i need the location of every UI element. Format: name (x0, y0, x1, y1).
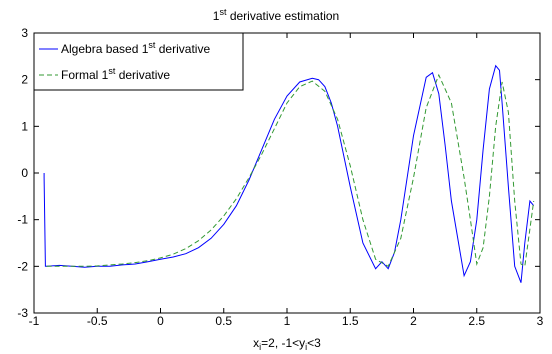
chart-title-pre: 1 (213, 9, 220, 23)
x-tick-label: 1.5 (342, 314, 359, 328)
x-axis-label-a-sub: i (259, 342, 261, 352)
series-line-algebra (43, 64, 535, 283)
x-tick-label: 0.5 (215, 314, 232, 328)
x-tick-label: 3 (537, 314, 544, 328)
legend-label-formal-post: derivative (115, 68, 170, 82)
x-tick-label: -0.5 (87, 314, 108, 328)
x-axis-label-c: <3 (307, 336, 321, 350)
legend-label-algebra-post: derivative (155, 42, 210, 56)
y-tick-label: 0 (21, 166, 28, 180)
chart-title-sup: st (219, 7, 227, 17)
legend: Algebra based 1st derivative Formal 1st … (33, 32, 244, 91)
chart-title-rest: derivative estimation (226, 9, 339, 23)
x-axis-label: xi=2, -1<yi<3 (253, 336, 321, 352)
chart-title: 1st derivative estimation (213, 7, 339, 23)
y-tick-label: 1 (21, 119, 28, 133)
y-tick-label: -2 (17, 259, 28, 273)
legend-label-algebra-sup: st (148, 40, 156, 50)
legend-box (33, 32, 244, 91)
series-line-formal (46, 73, 535, 268)
x-axis-label-a: x (253, 336, 259, 350)
legend-label-formal-pre: Formal 1 (61, 68, 109, 82)
x-axis-label-b: =2, -1<y (261, 336, 305, 350)
y-tick-label: -3 (17, 306, 28, 320)
x-axis-label-b-sub: i (305, 342, 307, 352)
series-layer (43, 64, 535, 283)
x-tick-label: 2 (410, 314, 417, 328)
ticks-layer: -1 -0.5 0 0.5 1 1.5 2 2.5 3 -3 -2 -1 0 1 2 3 (17, 26, 543, 328)
x-tick-label: 2.5 (468, 314, 485, 328)
y-tick-label: 3 (21, 26, 28, 40)
legend-label-algebra-pre: Algebra based 1 (61, 42, 149, 56)
y-tick-label: 2 (21, 73, 28, 87)
x-tick-label: 0 (157, 314, 164, 328)
legend-label-formal-sup: st (108, 66, 116, 76)
y-tick-label: -1 (17, 213, 28, 227)
legend-label-formal: Formal 1st derivative (61, 66, 170, 82)
x-tick-label: -1 (29, 314, 40, 328)
x-tick-label: 1 (284, 314, 291, 328)
legend-label-algebra: Algebra based 1st derivative (61, 40, 210, 56)
